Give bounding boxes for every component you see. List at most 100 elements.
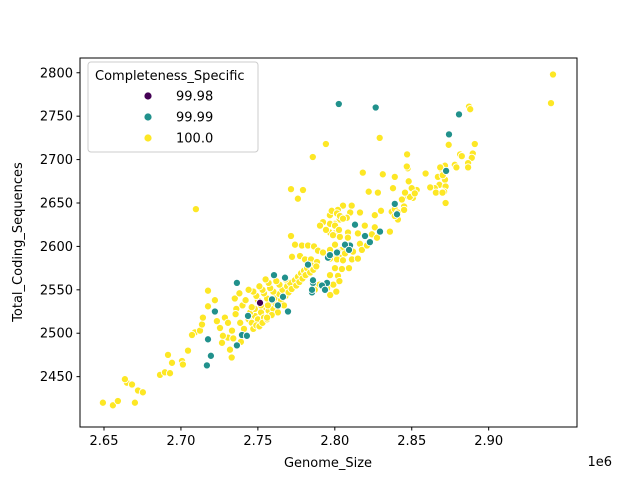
scatter-point	[376, 206, 386, 215]
scatter-point	[197, 320, 207, 329]
scatter-point	[321, 225, 331, 234]
scatter-point	[360, 231, 370, 241]
scatter-point	[355, 208, 365, 217]
x-tick-label: 2.80	[320, 434, 349, 449]
scatter-point	[293, 194, 302, 203]
scatter-point	[242, 331, 251, 340]
scatter-point	[426, 183, 435, 192]
scatter-point	[452, 163, 461, 172]
x-axis-label: Genome_Size	[284, 456, 372, 471]
scatter-point	[167, 358, 177, 367]
scatter-point	[202, 361, 211, 370]
scatter-point	[290, 240, 300, 249]
scatter-point	[338, 201, 348, 210]
scatter-point	[203, 335, 213, 344]
scatter-point	[269, 271, 279, 280]
scatter-point	[298, 185, 308, 195]
scatter-point	[273, 301, 282, 310]
scatter-point	[403, 150, 412, 159]
scatter-point	[255, 282, 264, 291]
scatter-point	[325, 271, 335, 280]
scatter-point	[330, 240, 340, 249]
scatter-point	[212, 317, 221, 326]
scatter-point	[120, 375, 129, 384]
scatter-point	[400, 205, 409, 214]
scatter-point	[232, 341, 241, 350]
legend-marker-100.0	[143, 133, 153, 143]
plot-area	[79, 57, 578, 428]
legend-title: Completeness_Specific	[95, 69, 245, 84]
scatter-point	[206, 351, 215, 360]
scatter-point	[227, 353, 236, 362]
scatter-point	[227, 326, 237, 335]
scatter-point	[98, 398, 107, 407]
scatter-point	[388, 184, 398, 193]
scatter-point	[332, 248, 342, 257]
y-tick-label: 2700	[40, 153, 73, 168]
scatter-point	[263, 313, 272, 322]
scatter-point	[229, 334, 238, 343]
y-tick-label: 2500	[40, 327, 73, 342]
scatter-point	[421, 169, 430, 178]
scatter-point	[255, 298, 265, 307]
scatter-point	[326, 290, 335, 300]
scatter-point	[280, 273, 290, 282]
scatter-point	[203, 302, 213, 311]
scatter-point	[436, 163, 445, 172]
scatter-point	[343, 233, 352, 242]
legend-items: 99.98 99.99 100.0	[143, 90, 213, 147]
scatter-point	[215, 323, 225, 333]
scatter-point	[247, 303, 256, 312]
scatter-point	[108, 401, 117, 410]
y-tick-label: 2450	[40, 370, 73, 385]
scatter-point	[392, 210, 402, 219]
scatter-point	[358, 168, 367, 177]
scatter-point	[370, 211, 379, 220]
x-axis-ticks: 2.65 2.70 2.75 2.80 2.85 2.90	[90, 427, 503, 449]
scatter-point	[457, 152, 466, 161]
scatter-points	[98, 70, 558, 410]
scatter-point	[548, 70, 558, 79]
scatter-point	[138, 388, 147, 397]
scatter-point	[338, 214, 348, 223]
y-axis-ticks: 2450 2500 2550 2600 2650 2700 2750 2800	[40, 66, 80, 385]
y-tick-label: 2650	[40, 196, 73, 211]
scatter-point	[400, 188, 410, 197]
x-tick-label: 2.75	[243, 434, 272, 449]
scatter-point	[283, 307, 293, 316]
x-tick-label: 2.90	[474, 434, 503, 449]
scatter-point	[454, 110, 464, 119]
scatter-point	[261, 275, 270, 284]
scatter-point	[243, 311, 253, 320]
scatter-point	[217, 338, 227, 347]
scatter-point	[278, 292, 288, 301]
scatter-point	[315, 221, 325, 230]
scatter-point	[263, 301, 272, 310]
scatter-point	[236, 318, 245, 327]
scatter-point	[353, 229, 362, 238]
scatter-point	[360, 221, 369, 230]
scatter-point	[303, 260, 313, 269]
scatter-point	[241, 296, 250, 305]
scatter-point	[335, 277, 344, 286]
scatter-point	[464, 163, 473, 172]
scatter-point	[163, 350, 173, 359]
scatter-point	[330, 264, 340, 273]
scatter-point	[225, 345, 235, 354]
scatter-point	[210, 307, 219, 316]
scatter-point	[470, 139, 479, 149]
scatter-point	[183, 346, 193, 355]
scatter-point	[338, 256, 348, 265]
legend-label-100.0: 100.0	[176, 132, 213, 147]
scatter-point	[286, 185, 296, 194]
scatter-point	[334, 99, 343, 109]
scatter-point	[267, 295, 277, 304]
scatter-point	[444, 130, 454, 139]
scatter-point	[385, 227, 394, 236]
scatter-point	[231, 310, 240, 319]
scatter-point	[373, 188, 382, 197]
scatter-point	[442, 166, 451, 175]
scatter-point	[307, 285, 317, 294]
scatter-point	[466, 105, 475, 114]
